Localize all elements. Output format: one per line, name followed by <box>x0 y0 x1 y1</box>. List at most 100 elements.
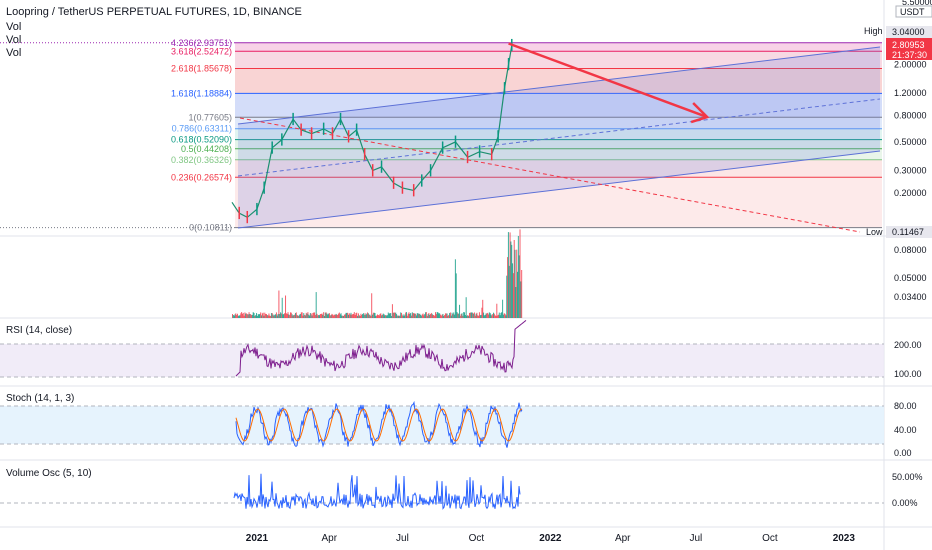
volume-bar <box>403 315 405 318</box>
volume-bar <box>471 312 473 318</box>
volume-bar <box>453 312 455 318</box>
volume-bar <box>463 312 465 318</box>
price-tick-label: 0.20000 <box>894 188 927 198</box>
volume-bar <box>405 312 407 318</box>
volume-label-1: Vol <box>6 21 22 33</box>
volume-bar <box>236 315 238 318</box>
volume-bar <box>386 315 388 318</box>
volume-bar <box>466 315 468 318</box>
volume-bar <box>408 312 410 318</box>
volume-bar <box>458 313 460 318</box>
volume-bar <box>241 313 243 318</box>
forecast-arrow-head <box>690 102 710 124</box>
volume-bar <box>503 313 505 318</box>
volume-bar <box>285 295 287 318</box>
volume-bar <box>340 313 342 318</box>
volume-bar <box>342 315 344 318</box>
volume-bar <box>353 312 355 318</box>
volume-bar <box>468 312 470 318</box>
volume-bar <box>261 313 263 318</box>
volume-bar <box>270 313 272 318</box>
volume-bar <box>373 312 375 318</box>
volume-bar <box>374 313 376 318</box>
volume-bar <box>505 315 507 318</box>
volume-bar <box>280 313 282 318</box>
volume-bar <box>512 263 514 318</box>
stoch-tick-label: 80.00 <box>894 401 917 411</box>
volume-bar <box>238 315 240 318</box>
volume-bar <box>371 293 373 318</box>
volume-bar <box>232 315 234 318</box>
volume-bar <box>504 313 506 318</box>
volume-bar <box>289 315 291 318</box>
volume-bar <box>256 313 258 318</box>
volume-bar <box>415 315 417 318</box>
time-axis-label: Oct <box>469 533 485 544</box>
volume-bar <box>359 315 361 318</box>
volume-bar <box>304 314 306 318</box>
volume-bar <box>239 315 241 318</box>
volume-bar <box>377 314 379 318</box>
volume-bar <box>246 313 248 318</box>
volume-bar <box>440 315 442 318</box>
volume-bar <box>470 312 472 318</box>
volume-bar <box>367 312 369 318</box>
volume-bar <box>461 313 463 318</box>
volume-bar <box>454 314 456 318</box>
volume-bar <box>270 315 272 318</box>
stoch-d-line <box>235 408 523 442</box>
volume-bar <box>378 315 380 318</box>
volume-bar <box>339 314 341 318</box>
volume-bar <box>444 315 446 318</box>
volume-bar <box>516 249 518 318</box>
volume-bar <box>266 315 268 318</box>
volume-bar <box>375 315 377 318</box>
volume-bar <box>261 315 262 318</box>
low-value: 0.11467 <box>892 227 924 237</box>
rsi-tick-label: 100.00 <box>894 369 922 379</box>
time-axis-label: 2022 <box>539 533 562 544</box>
volume-bar <box>434 315 436 318</box>
volume-bar <box>362 314 364 318</box>
volume-bar <box>291 314 293 318</box>
volume-bar <box>299 314 301 318</box>
volume-bar <box>317 315 319 318</box>
stoch-band <box>0 406 884 444</box>
volume-bar <box>377 314 378 318</box>
volume-bar <box>271 313 273 318</box>
volume-bar <box>386 315 388 318</box>
volume-bar <box>332 314 334 318</box>
volume-bar <box>481 307 483 318</box>
volume-bar <box>316 313 318 318</box>
volume-bar <box>260 312 262 318</box>
volume-bar <box>464 312 465 318</box>
time-axis-label: Apr <box>615 533 631 544</box>
volume-bar <box>280 312 282 318</box>
last-price-box <box>886 38 932 60</box>
volume-bar <box>259 314 261 318</box>
volume-bar <box>429 314 431 318</box>
fib-level-label: 0.382(0.36326) <box>171 155 232 165</box>
volume-bar <box>483 312 485 318</box>
fib-band <box>235 42 882 52</box>
volume-bar <box>417 313 419 318</box>
volume-bar <box>370 315 372 318</box>
volume-bar <box>253 313 255 318</box>
volume-bar <box>347 312 349 318</box>
fib-band <box>235 93 882 118</box>
volume-bar <box>251 314 253 318</box>
volume-bar <box>299 314 301 318</box>
volume-bar <box>389 313 391 318</box>
volume-bar <box>439 313 441 318</box>
volume-bar <box>369 314 371 318</box>
volume-bar <box>275 312 277 318</box>
volume-bar <box>508 265 510 318</box>
time-axis-label: Apr <box>321 533 337 544</box>
volume-bar <box>252 312 254 318</box>
volume-bar <box>357 313 359 318</box>
chart-title: Loopring / TetherUS PERPETUAL FUTURES, 1… <box>6 6 302 18</box>
volume-bar <box>256 315 258 318</box>
volume-bar <box>384 315 386 318</box>
volume-bar <box>518 255 520 318</box>
